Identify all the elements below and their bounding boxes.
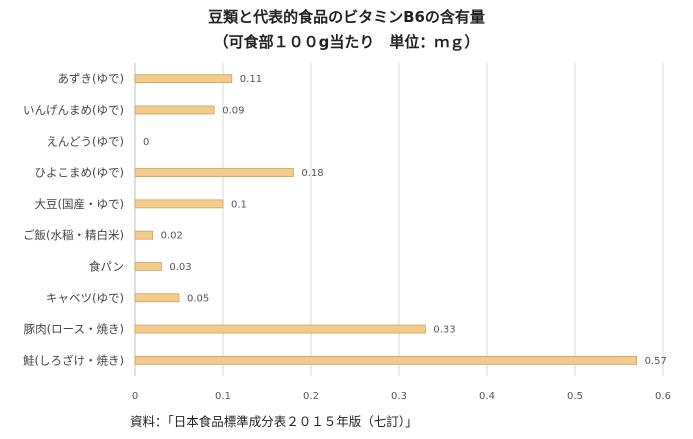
category-label: ひよこまめ(ゆで) [35,166,124,180]
category-label: 鮭(しろざけ・焼き) [23,353,124,367]
data-label: 0.05 [187,293,209,304]
bar [134,324,426,334]
category-label: えんどう(ゆで) [46,134,124,148]
x-tick-label: 0.6 [655,391,671,402]
x-tick-label: 0.3 [391,391,407,402]
bar [134,168,294,177]
chart-subtitle: （可食部１００g当たり 単位：ｍｇ） [213,33,480,51]
category-label: あずき(ゆで) [58,72,124,86]
x-tick-label: 0.5 [567,391,583,402]
x-tick-label: 0 [132,391,138,402]
data-label: 0.33 [433,325,455,336]
bar [134,74,233,84]
category-label: ご飯(水稲・精白米) [23,228,124,242]
bar [134,262,162,271]
bar [134,355,638,365]
category-label: 豚肉(ロース・焼き) [24,322,124,336]
data-label: 0.1 [231,199,247,210]
category-label: いんげんまめ(ゆで) [23,103,124,117]
data-label: 0.03 [169,262,191,273]
category-label: キャベツ(ゆで) [46,291,124,305]
chart-title: 豆類と代表的食品のビタミンB6の含有量 [208,8,485,26]
data-label: 0.02 [161,231,183,242]
data-label: 0 [143,137,149,148]
bar [134,293,180,303]
category-label: 大豆(国産・ゆで) [35,197,124,211]
data-label: 0.57 [645,356,667,367]
data-label: 0.18 [301,168,323,179]
category-label: 食パン [89,259,124,273]
bar [134,230,154,240]
x-tick-label: 0.4 [479,391,495,402]
source-note: 資料：「日本食品標準成分表２０１５年版（七訂）」 [130,414,418,429]
x-tick-label: 0.1 [215,391,231,402]
data-label: 0.09 [222,105,244,116]
bar [134,105,215,115]
bar [134,199,224,209]
data-label: 0.11 [240,74,262,85]
x-tick-label: 0.2 [303,391,319,402]
